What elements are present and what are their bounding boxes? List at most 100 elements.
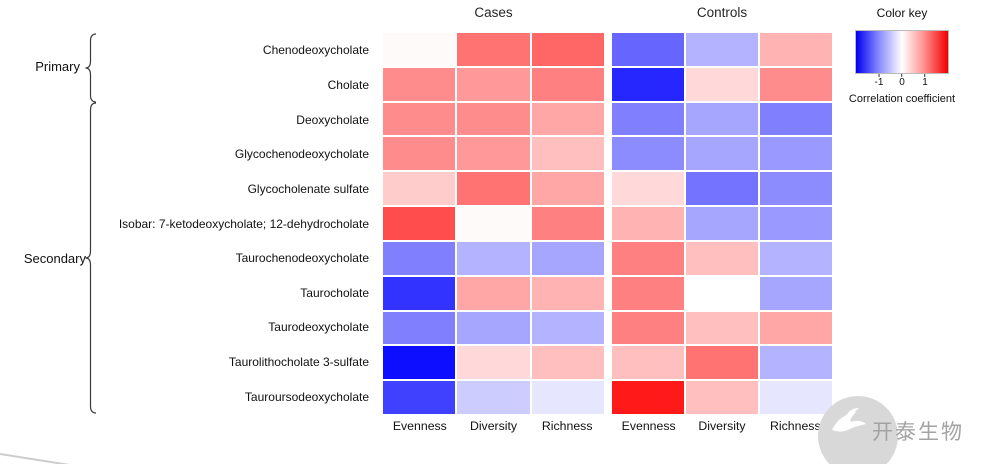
heatmap-cell (612, 311, 684, 345)
heatmap-cell (612, 381, 684, 414)
secondary-brace (85, 102, 97, 414)
row-label: Tauroursodeoxycholate (244, 389, 369, 404)
heatmap-cell (686, 137, 758, 171)
heatmap-cell (612, 276, 684, 310)
controls-panel-title: Controls (696, 5, 748, 20)
heatmap-cell (457, 67, 530, 101)
cases-heatmap (383, 33, 604, 414)
heatmap-cell (531, 207, 604, 240)
column-label: Evenness (621, 419, 676, 433)
heatmap-cell (760, 381, 832, 414)
heatmap-cell (531, 102, 604, 136)
row-label: Glycochenodeoxycholate (234, 147, 369, 162)
column-label: Richness (541, 419, 593, 433)
heatmap-cell (612, 33, 684, 66)
controls-column-labels: Evenness Diversity Richness (612, 419, 832, 434)
heatmap-cell (612, 172, 684, 206)
heatmap-cell (686, 346, 758, 380)
heatmap-cell (686, 33, 758, 66)
heatmap-cell (457, 137, 530, 171)
color-key-tick: -1 (875, 74, 883, 88)
heatmap-cell (760, 346, 832, 380)
watermark-circle (818, 396, 898, 464)
heatmap-cell (531, 276, 604, 310)
heatmap-cell (457, 276, 530, 310)
heatmap-cell (760, 241, 832, 275)
row-label: Deoxycholate (296, 112, 369, 127)
heatmap-cell (383, 137, 456, 171)
row-label: Taurocholate (300, 285, 369, 300)
row-label: Taurolithocholate 3-sulfate (228, 355, 369, 370)
heatmap-cell (383, 33, 456, 66)
heatmap-cell (686, 67, 758, 101)
heatmap-cell (383, 67, 456, 101)
heatmap-cell (612, 241, 684, 275)
heatmap-cell (612, 207, 684, 240)
heatmap-cell (531, 67, 604, 101)
heatmap-cell (531, 346, 604, 380)
row-label: Taurodeoxycholate (268, 320, 369, 335)
primary-brace (85, 33, 97, 103)
heatmap-cell (686, 241, 758, 275)
heatmap-cell (686, 276, 758, 310)
column-label: Diversity (469, 419, 518, 433)
color-key-tick: 0 (899, 74, 905, 88)
watermark: 开泰生物 (810, 390, 989, 464)
heatmap-cell (612, 137, 684, 171)
heatmap-cell (612, 346, 684, 380)
heatmap-cell (760, 137, 832, 171)
heatmap-cell (612, 67, 684, 101)
controls-heatmap (612, 33, 832, 414)
heatmap-cell (457, 241, 530, 275)
dove-icon (832, 408, 866, 432)
column-label: Evenness (392, 419, 447, 433)
color-key-ticks: -1 0 1 (856, 74, 948, 90)
primary-group-label: Primary (35, 59, 80, 74)
heatmap-cell (457, 33, 530, 66)
cases-panel-title: Cases (474, 5, 513, 20)
column-label: Richness (770, 419, 821, 433)
heatmap-cell (457, 207, 530, 240)
secondary-group-label: Secondary (23, 251, 86, 266)
heatmap-cell (686, 172, 758, 206)
heatmap-cell (383, 207, 456, 240)
heatmap-cell (531, 172, 604, 206)
heatmap-cell (760, 102, 832, 136)
heatmap-cell (457, 102, 530, 136)
row-label: Taurochenodeoxycholate (235, 251, 369, 266)
heatmap-cell (383, 102, 456, 136)
heatmap-cell (457, 346, 530, 380)
heatmap-cell (457, 172, 530, 206)
row-labels: Chenodeoxycholate Cholate Deoxycholate Glyc… (96, 33, 378, 414)
heatmap-cell (686, 311, 758, 345)
heatmap-cell (383, 172, 456, 206)
heatmap-cell (531, 33, 604, 66)
heatmap-cell (383, 241, 456, 275)
heatmap-cell (612, 102, 684, 136)
heatmap-cell (383, 381, 456, 414)
color-key-gradient (855, 30, 949, 74)
color-key-caption: Correlation coefficient (848, 93, 956, 105)
watermark-corner-line (0, 452, 89, 464)
heatmap-cell (383, 276, 456, 310)
cases-column-labels: Evenness Diversity Richness (383, 419, 604, 434)
color-key-title: Color key (876, 6, 928, 20)
heatmap-cell (760, 172, 832, 206)
heatmap-cell (760, 276, 832, 310)
color-key-tick: 1 (922, 74, 928, 88)
watermark-text: 开泰生物 (872, 421, 964, 444)
heatmap-cell (760, 67, 832, 101)
heatmap-cell (531, 311, 604, 345)
row-label: Cholate (327, 77, 369, 92)
heatmap-cell (457, 311, 530, 345)
heatmap-cell (531, 381, 604, 414)
heatmap-cell (457, 381, 530, 414)
heatmap-cell (686, 207, 758, 240)
heatmap-cell (383, 311, 456, 345)
row-label: Chenodeoxycholate (262, 43, 369, 58)
row-label: Isobar: 7-ketodeoxycholate; 12-dehydroch… (118, 216, 369, 231)
heatmap-cell (760, 207, 832, 240)
heatmap-cell (760, 311, 832, 345)
heatmap-cell (531, 241, 604, 275)
heatmap-cell (686, 381, 758, 414)
